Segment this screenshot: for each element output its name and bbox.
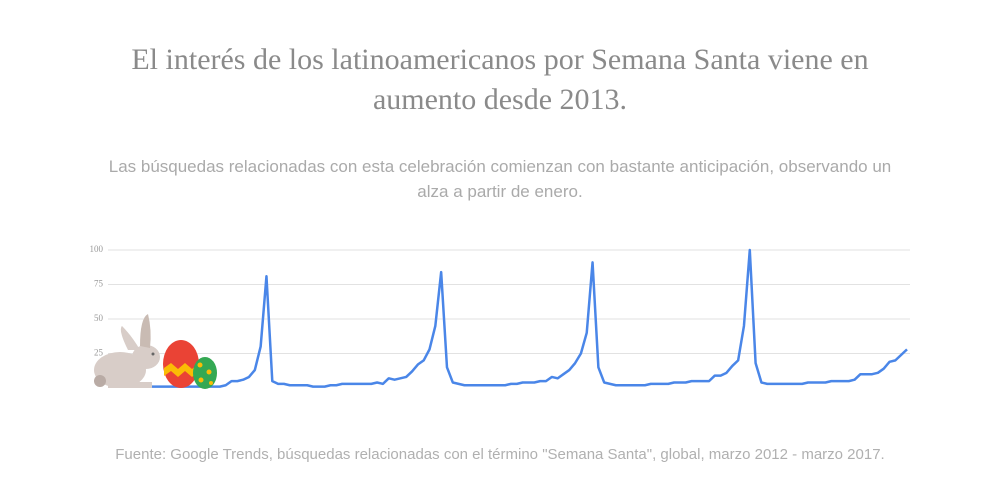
chart-subtitle: Las búsquedas relacionadas con esta cele… bbox=[108, 157, 892, 201]
y-tick-label: 75 bbox=[94, 279, 104, 289]
chart-title: El interés de los latinoamericanos por S… bbox=[131, 43, 869, 116]
y-tick-label: 25 bbox=[94, 348, 104, 358]
trend-line bbox=[150, 248, 908, 388]
source-note: Fuente: Google Trends, búsquedas relacio… bbox=[115, 446, 885, 463]
y-tick-label: 100 bbox=[90, 244, 104, 254]
easter-decoration bbox=[94, 314, 217, 389]
y-tick-label: 50 bbox=[94, 313, 104, 323]
